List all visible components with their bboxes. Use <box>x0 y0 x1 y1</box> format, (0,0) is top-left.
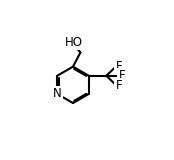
Text: N: N <box>53 88 62 100</box>
Text: F: F <box>116 60 122 72</box>
Text: F: F <box>118 69 125 82</box>
Text: F: F <box>116 79 122 92</box>
Text: HO: HO <box>65 36 83 49</box>
